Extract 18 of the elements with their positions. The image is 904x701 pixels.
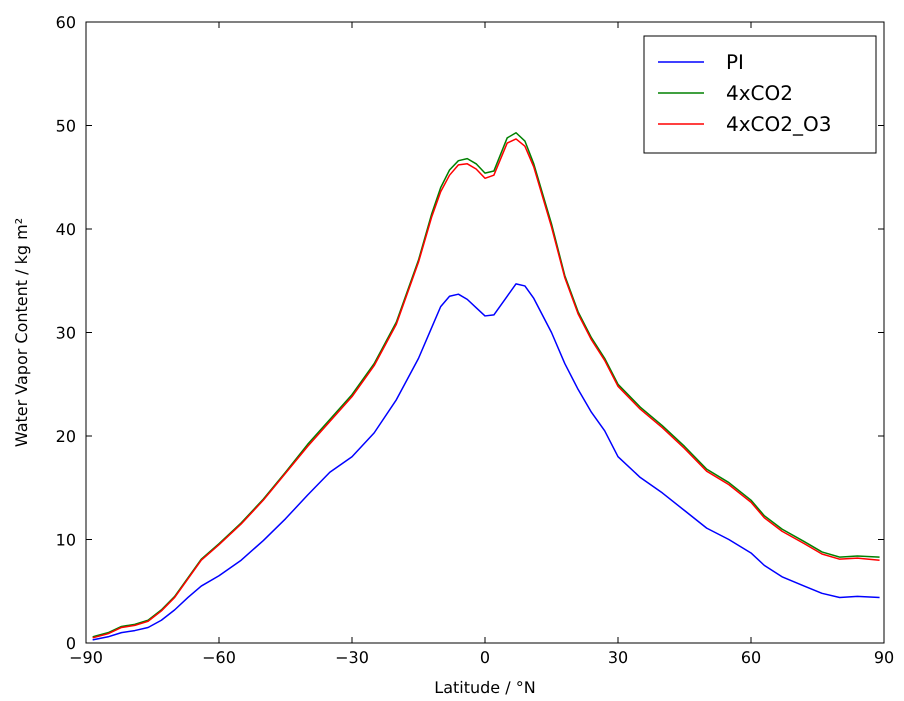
x-tick-label: −30 bbox=[335, 648, 369, 667]
x-tick-label: 90 bbox=[874, 648, 894, 667]
y-tick-label: 20 bbox=[56, 427, 76, 446]
line-series bbox=[92, 283, 880, 641]
y-tick-label: 10 bbox=[56, 530, 76, 550]
legend-label: 4xCO2 bbox=[726, 81, 793, 105]
x-tick-label: 0 bbox=[480, 648, 490, 667]
y-axis-title: Water Vapor Content / kg m² bbox=[12, 218, 31, 448]
x-axis-title: Latitude / °N bbox=[434, 678, 536, 697]
legend-label: 4xCO2_O3 bbox=[726, 112, 832, 136]
legend-label: PI bbox=[726, 50, 744, 74]
x-tick-label: 60 bbox=[740, 648, 762, 667]
y-tick-label: 30 bbox=[56, 324, 76, 342]
y-tick-label: 60 bbox=[56, 13, 76, 32]
y-tick-label: 40 bbox=[56, 220, 76, 239]
x-tick-label: −60 bbox=[202, 648, 236, 667]
x-tick-label: 30 bbox=[608, 648, 628, 667]
y-tick-label: 50 bbox=[56, 116, 76, 136]
